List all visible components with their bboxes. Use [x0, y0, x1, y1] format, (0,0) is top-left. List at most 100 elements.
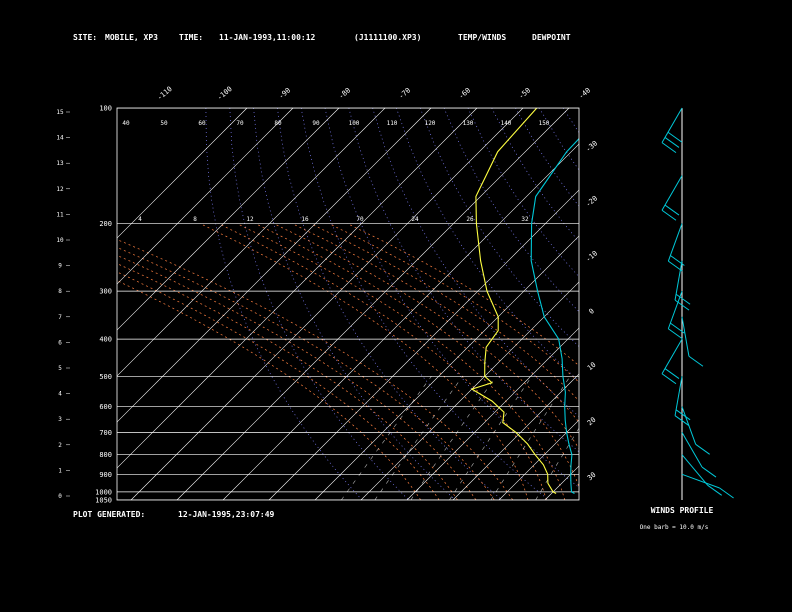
wind-barb-shaft	[674, 260, 683, 301]
legend-temp: TEMP/WINDS	[458, 33, 506, 42]
wind-barb-flag	[668, 328, 683, 340]
right-temp-tick-label: 0	[588, 307, 596, 316]
dry-adiabat	[635, 108, 792, 500]
moist-adiabat	[117, 271, 440, 500]
wind-barb-shaft	[661, 338, 683, 375]
dry-adiabat	[730, 108, 792, 500]
isotherm	[130, 108, 524, 500]
dry-adiabat	[277, 108, 503, 500]
height-tick-label: 6	[58, 339, 62, 346]
mixing-ratio-line	[449, 376, 533, 500]
theta-label: 40	[122, 120, 130, 127]
wind-barb-shaft	[681, 454, 709, 486]
height-tick-label: 15	[56, 109, 64, 116]
height-tick-label: 8	[58, 288, 62, 295]
moist-adiabat	[117, 247, 495, 500]
isotherm	[360, 281, 579, 500]
mixing-ratio-label: 32	[521, 216, 529, 223]
moist-adiabat	[310, 223, 579, 402]
time-label: TIME:	[179, 33, 203, 42]
right-temp-tick-label: 30	[586, 471, 598, 483]
top-temp-tick-label: -40	[577, 86, 592, 100]
dry-adiabat	[754, 108, 792, 500]
dry-adiabat	[491, 108, 579, 243]
pressure-tick-label: 500	[99, 373, 112, 381]
isotherm	[544, 465, 579, 500]
isotherm	[117, 108, 248, 239]
isotherm	[117, 108, 478, 469]
isotherm	[268, 189, 579, 500]
mixing-ratio-line	[374, 376, 463, 500]
mixing-ratio-label: 70	[356, 216, 364, 223]
isotherm	[176, 108, 570, 500]
wind-barb-flag	[664, 204, 680, 216]
height-tick-label: 12	[56, 186, 64, 193]
dry-adiabat	[229, 108, 409, 500]
mixing-ratio-label: 8	[193, 216, 197, 223]
mixing-ratio-label: 24	[411, 216, 419, 223]
site-value: MOBILE, XP3	[105, 33, 158, 42]
time-value: 11-JAN-1993,11:00:12	[219, 33, 316, 42]
height-tick-label: 5	[58, 365, 62, 372]
pressure-tick-label: 100	[99, 105, 112, 113]
wind-barb-flag	[719, 487, 734, 499]
wind-barb-shaft	[681, 432, 703, 468]
file-id: (J1111100.XP3)	[354, 33, 421, 42]
theta-label: 70	[236, 120, 244, 127]
wind-barb-flag	[707, 484, 723, 496]
wind-barb-flag	[674, 415, 690, 427]
right-temp-tick-label: 20	[586, 416, 598, 428]
theta-label: 130	[463, 120, 474, 127]
dry-adiabat	[419, 108, 579, 347]
barb-note: One barb = 10.0 m/s	[640, 524, 709, 531]
theta-label: 80	[274, 120, 282, 127]
isotherm	[117, 108, 386, 377]
wind-barb-flag	[664, 137, 680, 148]
top-temp-tick-label: -60	[457, 86, 472, 100]
wind-barb-flag	[661, 373, 677, 385]
wind-barb-shaft	[681, 406, 697, 445]
dry-adiabat	[205, 108, 363, 500]
moist-adiabat	[117, 239, 513, 500]
pressure-tick-label: 700	[99, 429, 112, 437]
dry-adiabat	[300, 108, 549, 500]
height-tick-label: 3	[58, 416, 62, 423]
isotherm	[117, 108, 432, 423]
isotherm	[775, 108, 792, 500]
mixing-ratio-line	[341, 376, 432, 500]
mixing-ratio-line	[584, 376, 656, 500]
wind-barb-flag	[670, 255, 685, 266]
mixing-ratio-label: 4	[138, 216, 142, 223]
dry-adiabat	[777, 108, 792, 500]
mixing-ratio-label: 16	[301, 216, 309, 223]
height-tick-label: 14	[56, 135, 64, 142]
moist-adiabat	[117, 280, 421, 500]
dry-adiabat	[611, 108, 792, 500]
dry-adiabat	[324, 108, 579, 488]
dry-adiabat	[443, 108, 579, 313]
pressure-tick-label: 200	[99, 220, 112, 228]
height-tick-label: 13	[56, 160, 64, 167]
isotherm	[222, 143, 579, 500]
right-temp-tick-label: -20	[584, 194, 599, 208]
wind-barb-flag	[675, 293, 691, 305]
isotherm	[637, 108, 792, 500]
height-tick-label: 4	[58, 391, 62, 398]
wind-barb-flag	[674, 299, 690, 311]
pressure-tick-label: 1000	[95, 488, 112, 496]
moist-adiabat	[236, 223, 566, 500]
dry-adiabat	[539, 108, 579, 171]
pressure-tick-label: 600	[99, 403, 112, 411]
site-label: SITE:	[73, 33, 97, 42]
generated-value: 12-JAN-1995,23:07:49	[178, 510, 275, 519]
moist-adiabat	[200, 223, 529, 500]
height-tick-label: 1	[58, 467, 62, 474]
theta-label: 150	[539, 120, 550, 127]
dry-adiabat	[706, 108, 792, 500]
dry-adiabat	[658, 108, 792, 500]
mixing-ratio-line	[635, 376, 702, 500]
mixing-ratio-line	[535, 427, 579, 500]
theta-label: 140	[501, 120, 512, 127]
generated-label: PLOT GENERATED:	[73, 510, 145, 519]
